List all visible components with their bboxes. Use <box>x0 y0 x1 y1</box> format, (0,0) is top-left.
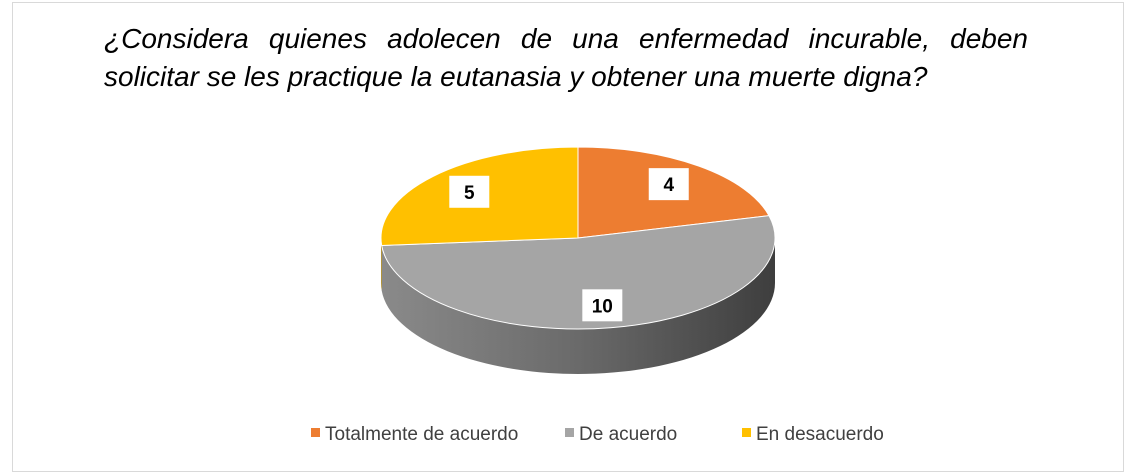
pie-side <box>381 238 382 291</box>
data-label: 10 <box>592 296 613 317</box>
pie-side <box>381 238 775 374</box>
chart: 4 10 5 Totalmente de acuerdo De acuerdo En de… <box>311 146 884 445</box>
data-label-box <box>449 175 490 208</box>
legend-label: De acuerdo <box>579 424 677 445</box>
data-label: 4 <box>663 175 674 196</box>
pie-slice <box>381 215 776 330</box>
legend-label: Totalmente de acuerdo <box>325 424 518 445</box>
data-label: 5 <box>464 183 475 204</box>
chart-title: ¿Considera quienes adolecen de una enfer… <box>104 23 1028 92</box>
legend-swatch <box>311 428 320 437</box>
data-label-box <box>648 168 689 201</box>
legend-swatch <box>742 428 751 437</box>
data-label-box <box>582 289 623 322</box>
page: 4 10 5 Totalmente de acuerdo De acuerdo En de… <box>12 2 1124 472</box>
legend-label: En desacuerdo <box>756 424 884 445</box>
legend-swatch <box>565 428 574 437</box>
